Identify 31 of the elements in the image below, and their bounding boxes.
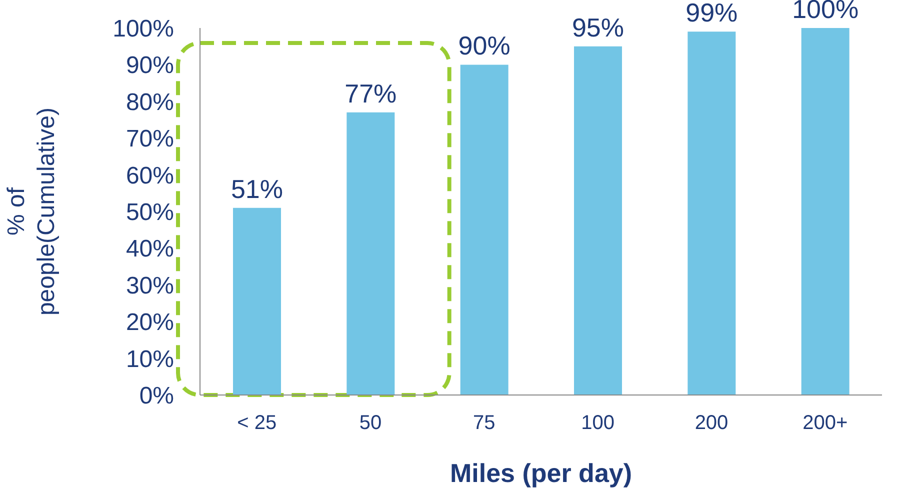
y-tick-label: 10% <box>126 346 174 373</box>
data-label: 99% <box>686 0 738 28</box>
data-label: 77% <box>344 78 397 108</box>
y-tick-label: 80% <box>126 88 174 116</box>
y-tick-label: 0% <box>139 382 174 410</box>
data-label: 100% <box>792 0 859 24</box>
x-tick-label: 200 <box>694 412 728 434</box>
bar <box>688 32 736 395</box>
data-label: 51% <box>230 174 284 204</box>
x-tick-label: 100 <box>581 412 615 434</box>
x-tick-label: 50 <box>359 412 382 434</box>
y-tick-label: 100% <box>112 16 174 43</box>
y-tick-label: 50% <box>126 199 174 226</box>
y-tick-label: 30% <box>126 272 174 300</box>
y-tick-label: 20% <box>126 309 174 336</box>
bar <box>460 64 508 395</box>
y-tick-label: 40% <box>126 236 174 263</box>
bar <box>346 112 395 395</box>
y-tick-label: 90% <box>126 52 174 80</box>
x-tick-label: 200+ <box>802 412 848 434</box>
data-label: 90% <box>458 30 510 61</box>
x-tick-label: 75 <box>473 412 496 434</box>
bar <box>801 28 850 395</box>
x-axis-title: Miles (per day) <box>450 458 632 488</box>
y-tick-label: 70% <box>126 126 174 153</box>
y-axis-title: % of people(Cumulative) <box>3 107 60 316</box>
bar <box>574 46 622 395</box>
x-tick-label: < 25 <box>237 412 277 434</box>
bar <box>233 208 281 395</box>
y-tick-label: 60% <box>126 162 174 190</box>
data-label: 95% <box>572 12 624 42</box>
